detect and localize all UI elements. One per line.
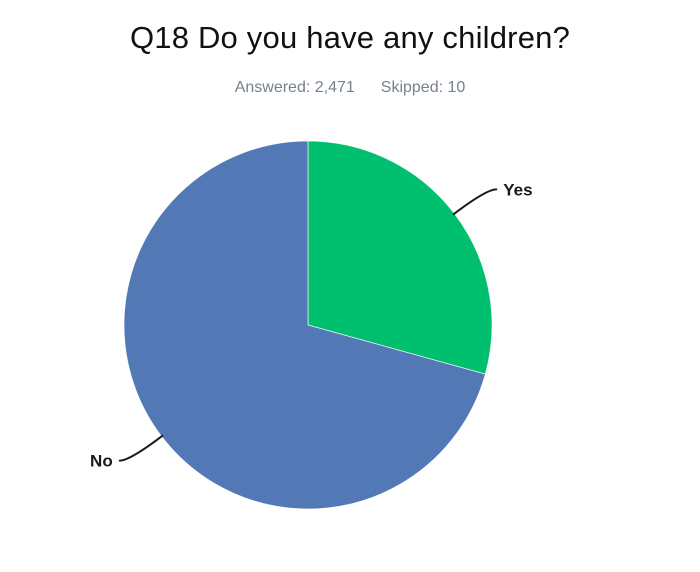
leader-line-yes — [452, 188, 498, 216]
chart-subtitle: Answered: 2,471 Skipped: 10 — [0, 78, 700, 98]
skipped-count: Skipped: 10 — [380, 79, 466, 96]
chart-title: Q18 Do you have any children? — [129, 20, 571, 55]
leader-line-no — [118, 434, 164, 462]
answered-count: Answered: 2,471 — [234, 79, 355, 96]
slice-label-no: No — [90, 452, 113, 471]
slice-label-yes: Yes — [503, 180, 532, 199]
